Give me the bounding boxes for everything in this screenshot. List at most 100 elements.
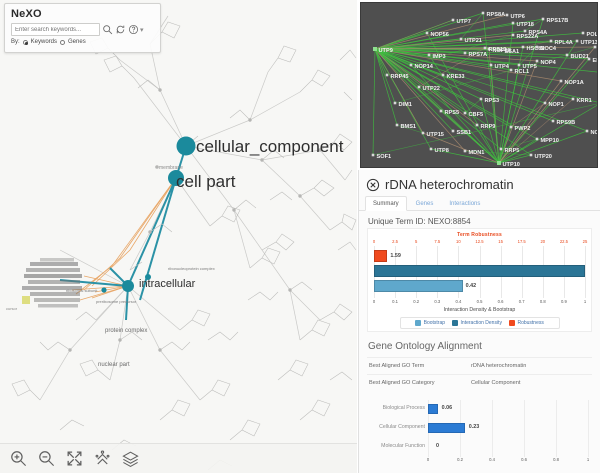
network-node-enp1[interactable] xyxy=(587,57,591,61)
node-cellular-component[interactable] xyxy=(176,136,196,156)
network-edge xyxy=(374,12,484,50)
network-node-nop1a[interactable] xyxy=(559,79,563,83)
network-node-rrp5[interactable] xyxy=(499,147,503,151)
network-node-label: CBF5 xyxy=(469,112,484,118)
collapse-tree-icon[interactable] xyxy=(93,449,112,468)
tree-dense-cluster xyxy=(22,258,82,308)
network-node-rcl1[interactable] xyxy=(509,68,513,72)
network-node-label: MPP10 xyxy=(541,138,559,144)
tab-interactions[interactable]: Interactions xyxy=(449,201,481,207)
network-node-utp5[interactable] xyxy=(517,63,521,67)
zoom-in-icon[interactable] xyxy=(9,449,28,468)
network-node-rps9b[interactable] xyxy=(551,119,555,123)
term-detail-panel[interactable]: rDNA heterochromatin Summary Genes Inter… xyxy=(358,170,600,473)
chart-legend[interactable]: Bootstrap Interaction Density Robustness xyxy=(399,317,560,329)
top-axis-tick: 25 xyxy=(582,239,588,244)
ontology-tree-panel[interactable]: cellular_component cell part intracellul… xyxy=(0,0,357,473)
ontology-tree-graph[interactable] xyxy=(0,0,357,473)
help-icon[interactable] xyxy=(128,24,139,35)
detail-tabs[interactable]: Summary Genes Interactions xyxy=(359,196,600,211)
network-node-noc4[interactable] xyxy=(535,45,539,49)
network-node-mpp10[interactable] xyxy=(535,137,539,141)
network-node-utp18[interactable] xyxy=(511,21,515,25)
network-node-imp3[interactable] xyxy=(427,53,431,57)
network-node-utp22[interactable] xyxy=(417,85,421,89)
refresh-icon[interactable] xyxy=(115,24,126,35)
search-input[interactable] xyxy=(11,23,100,36)
gene-network-graph[interactable]: UTP9 UTP7 NOP56 UTP21 RPS8A UTP6 RPS17B RPS4A IM… xyxy=(361,3,598,168)
network-node-utp15[interactable] xyxy=(421,131,425,135)
radio-genes[interactable] xyxy=(60,39,66,45)
network-node-rpl4a[interactable] xyxy=(549,39,553,43)
tab-genes[interactable]: Genes xyxy=(415,201,434,207)
network-node-nop56[interactable] xyxy=(425,31,429,35)
network-edge xyxy=(464,98,482,114)
network-node-nop14[interactable] xyxy=(409,63,413,67)
network-node-utp21[interactable] xyxy=(459,37,463,41)
network-node-utp8[interactable] xyxy=(429,147,433,151)
network-node-pol5[interactable] xyxy=(581,31,585,35)
node-intracellular[interactable] xyxy=(122,280,134,292)
network-node-rps22a[interactable] xyxy=(511,33,515,37)
network-edge xyxy=(374,48,590,60)
tab-summary[interactable]: Summary xyxy=(365,196,407,211)
network-node-utp9[interactable] xyxy=(373,47,377,51)
search-row[interactable]: ▾ xyxy=(11,23,154,36)
layers-icon[interactable] xyxy=(121,449,140,468)
network-node-rps7a[interactable] xyxy=(463,51,467,55)
network-node-rps4a[interactable] xyxy=(523,29,527,33)
network-node-mdn1[interactable] xyxy=(463,149,467,153)
node-cell-part[interactable] xyxy=(168,170,184,186)
network-node-nan1[interactable] xyxy=(593,45,597,49)
go-category-label: Biological Process xyxy=(382,405,425,411)
node-teal-small-2[interactable] xyxy=(101,287,107,293)
network-node-kre33[interactable] xyxy=(441,73,445,77)
network-node-ssa1[interactable] xyxy=(499,48,503,52)
network-node-rps13[interactable] xyxy=(483,46,487,50)
network-edge xyxy=(518,46,538,66)
search-icon[interactable] xyxy=(102,24,113,35)
network-node-krr1[interactable] xyxy=(571,97,575,101)
network-node-utp7[interactable] xyxy=(451,18,455,22)
network-node-utp6[interactable] xyxy=(505,13,509,17)
network-node-utp20[interactable] xyxy=(529,153,533,157)
network-node-utp4[interactable] xyxy=(489,63,493,67)
network-node-rps17b[interactable] xyxy=(541,17,545,21)
network-node-bms1[interactable] xyxy=(395,123,399,127)
network-node-rrp9[interactable] xyxy=(475,123,479,127)
network-node-rps8a[interactable] xyxy=(481,11,485,15)
chevron-down-icon[interactable]: ▾ xyxy=(140,26,144,34)
network-node-pwp2[interactable] xyxy=(509,125,513,129)
legend-item-interaction-density[interactable]: Interaction Density xyxy=(452,320,502,326)
bottom-axis-tick: 0.8 xyxy=(539,299,546,304)
network-node-bud21[interactable] xyxy=(565,53,569,57)
fit-to-screen-icon[interactable] xyxy=(65,449,84,468)
network-node-rrp45[interactable] xyxy=(385,73,389,77)
search-panel[interactable]: NeXO ▾ xyxy=(4,3,161,53)
network-node-utp10[interactable] xyxy=(497,161,501,165)
gene-interaction-network-panel[interactable]: UTP9 UTP7 NOP56 UTP21 RPS8A UTP6 RPS17B RPS4A IM… xyxy=(360,2,598,168)
radio-keywords[interactable] xyxy=(22,39,28,45)
network-edge xyxy=(374,48,502,51)
legend-item-bootstrap[interactable]: Bootstrap xyxy=(415,320,445,326)
network-node-utp13[interactable] xyxy=(575,39,579,43)
network-node-hsc82[interactable] xyxy=(521,45,525,49)
node-teal-small-1[interactable] xyxy=(145,274,151,280)
network-node-rps5[interactable] xyxy=(439,109,443,113)
tree-toolbar[interactable] xyxy=(0,443,357,473)
legend-item-robustness[interactable]: Robustness xyxy=(508,320,544,326)
network-node-ssb1[interactable] xyxy=(451,129,455,133)
network-node-rps3[interactable] xyxy=(479,97,483,101)
network-node-sof1[interactable] xyxy=(371,153,375,157)
close-icon[interactable] xyxy=(366,178,380,192)
network-node-nop4[interactable] xyxy=(535,59,539,63)
zoom-out-icon[interactable] xyxy=(37,449,56,468)
network-node-nop6[interactable] xyxy=(585,129,589,133)
network-node-label: RPS9B xyxy=(557,120,576,126)
search-by-row[interactable]: By: Keywords Genes xyxy=(11,39,154,45)
network-node-cbf5[interactable] xyxy=(463,111,467,115)
network-node-nop58[interactable] xyxy=(487,47,491,51)
network-node-dim1[interactable] xyxy=(393,101,397,105)
tree-highlight-nodes[interactable] xyxy=(101,136,196,293)
network-node-nop1[interactable] xyxy=(543,101,547,105)
